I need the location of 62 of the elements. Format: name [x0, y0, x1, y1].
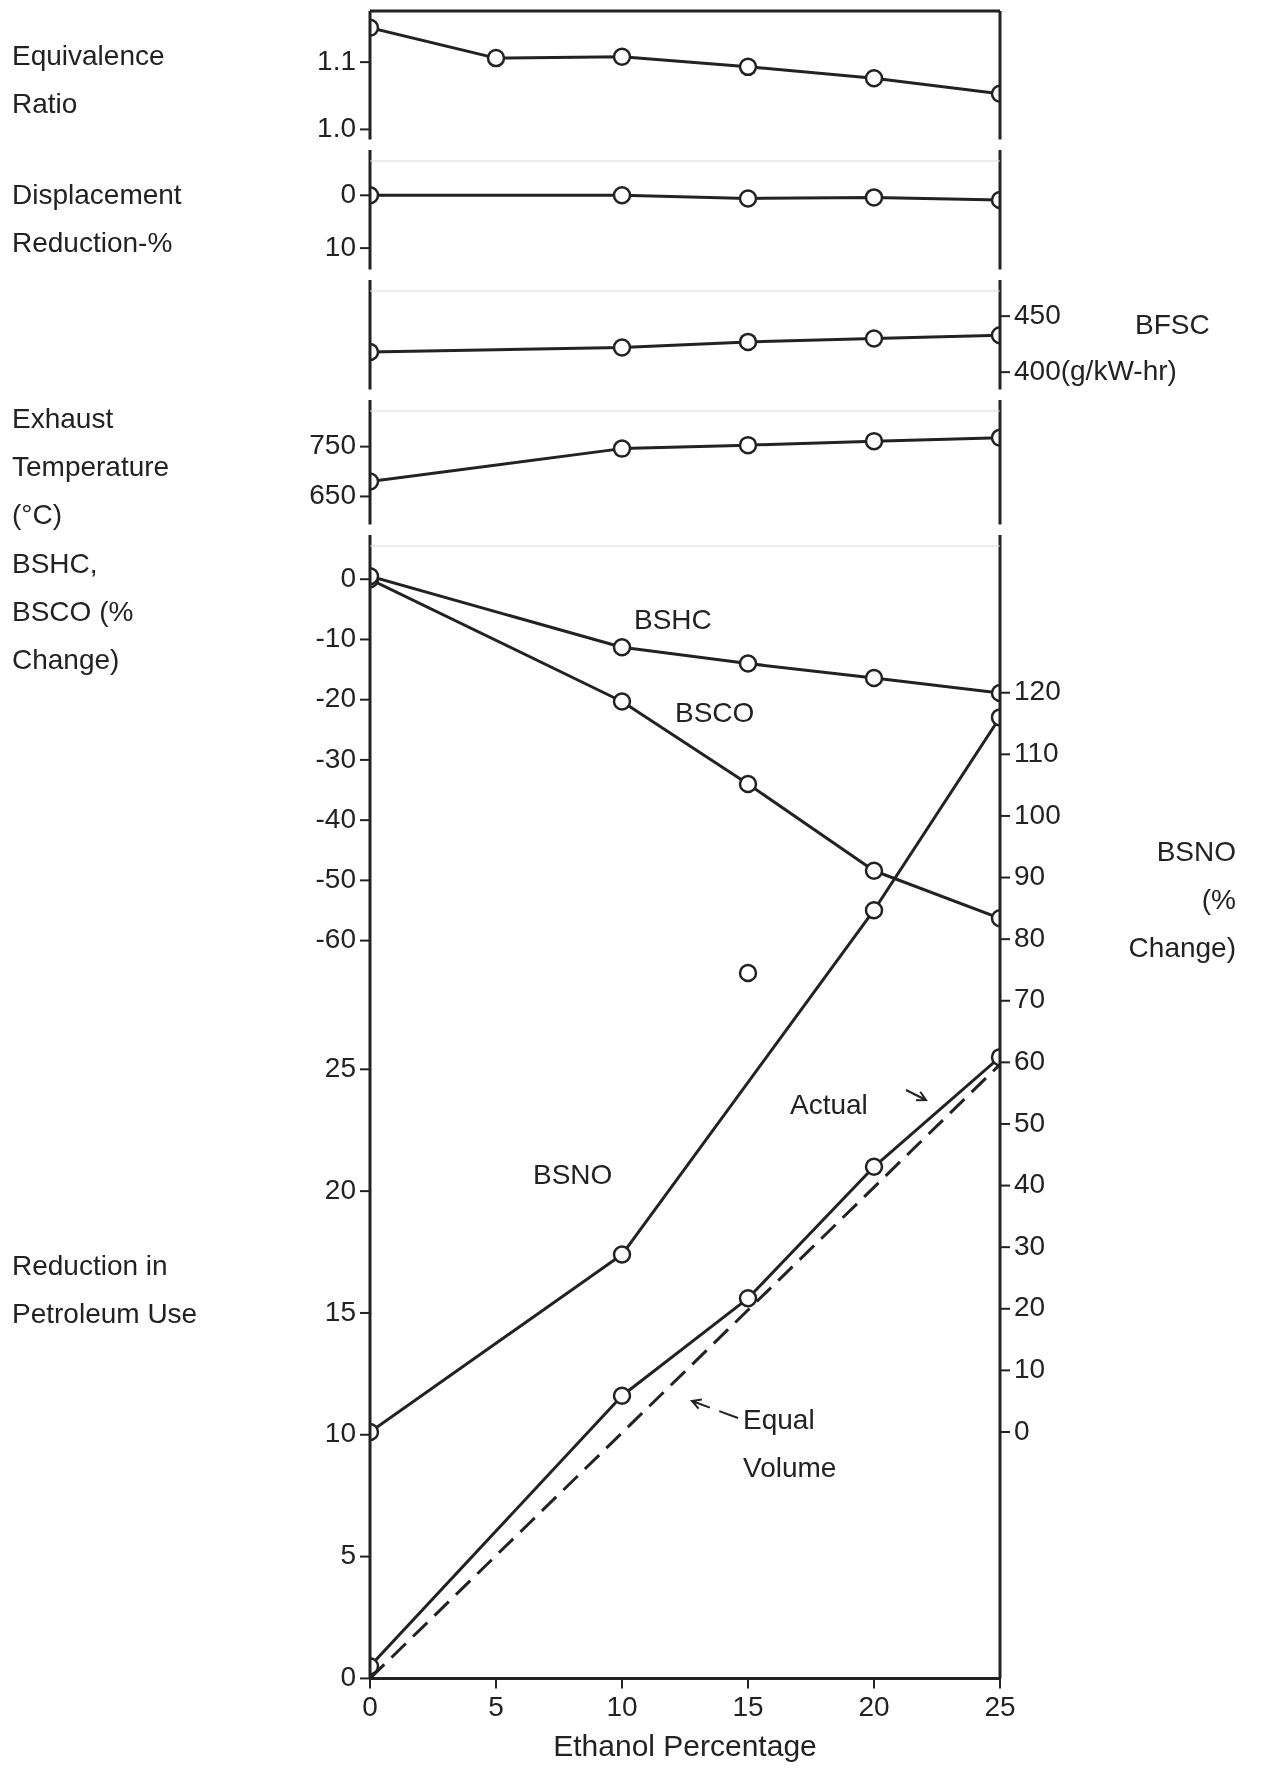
x-tick-label: 0	[362, 1690, 378, 1722]
y-tick-label: -40	[315, 802, 356, 834]
x-tick-label: 25	[984, 1690, 1016, 1722]
y3-tick-label: 15	[324, 1295, 356, 1327]
y-tick-label: -20	[315, 682, 356, 714]
y2-tick-label: 20	[1014, 1291, 1046, 1323]
point	[612, 338, 632, 357]
y-axis-title: Displacement Reduction-%	[12, 178, 182, 258]
y-tick-label: 0	[340, 178, 356, 210]
point	[738, 963, 758, 983]
y-tick-label: -50	[315, 863, 356, 895]
y2-tick-label: 70	[1014, 983, 1046, 1015]
y-axis-title: Equivalence Ratio	[12, 39, 165, 119]
point	[738, 435, 758, 455]
x-tick-label: 5	[488, 1690, 504, 1722]
legend-label: Equal Volume	[743, 1403, 837, 1483]
y2-tick-label: 80	[1014, 921, 1046, 953]
x-tick-label: 10	[606, 1690, 638, 1722]
y3-axis-title: Reduction in Petroleum Use	[12, 1249, 198, 1329]
point	[612, 439, 632, 458]
series-label: BSCO	[675, 696, 755, 728]
point	[612, 692, 632, 711]
series-label: BSHC	[634, 603, 712, 635]
point	[612, 1386, 632, 1406]
y-axis-title: BFSC	[1135, 308, 1210, 340]
y2-tick-label: 120	[1014, 675, 1061, 707]
series-label: BSNO	[533, 1158, 613, 1190]
y3-tick-label: 20	[324, 1173, 356, 1205]
point	[738, 332, 758, 352]
series-label: Actual	[790, 1088, 868, 1120]
y-tick-label: 450	[1014, 298, 1061, 330]
y-tick-label: -30	[315, 742, 356, 774]
y2-tick-label: 30	[1014, 1229, 1046, 1261]
y-tick-label: 0	[340, 561, 356, 593]
y-tick-label: 10	[324, 230, 356, 262]
point	[738, 654, 758, 673]
y-tick-label: -60	[315, 923, 356, 955]
x-axis-title: Ethanol Percentage	[553, 1729, 817, 1763]
y-tick-label: -10	[315, 622, 356, 654]
y-tick-label: 1.1	[317, 44, 356, 76]
y2-tick-label: 100	[1014, 798, 1061, 830]
y2-tick-label: 40	[1014, 1168, 1046, 1200]
point	[738, 57, 758, 77]
y3-tick-label: 25	[324, 1052, 356, 1084]
point	[738, 774, 758, 794]
y-axis-title: BSHC, BSCO (% Change)	[12, 547, 134, 675]
y-axis-title: Exhaust Temperature (°C)	[12, 402, 170, 530]
y-tick-label: 1.0	[317, 112, 356, 144]
y2-tick-label: 90	[1014, 860, 1046, 892]
point	[612, 47, 632, 66]
y-tick-label: 650	[309, 479, 356, 511]
y2-axis-title: BSNO (% Change)	[1128, 835, 1236, 963]
y-tick-label: 750	[309, 429, 356, 461]
point	[612, 638, 632, 657]
y2-tick-label: 50	[1014, 1106, 1046, 1138]
y2-tick-label: 60	[1014, 1045, 1046, 1077]
y3-tick-label: 5	[340, 1539, 356, 1571]
x-tick-label: 20	[858, 1690, 890, 1722]
y2-tick-label: 110	[1014, 737, 1059, 769]
point	[738, 1289, 758, 1308]
x-tick-label: 15	[732, 1690, 764, 1722]
y-tick-label: 400(g/kW-hr)	[1014, 354, 1177, 386]
